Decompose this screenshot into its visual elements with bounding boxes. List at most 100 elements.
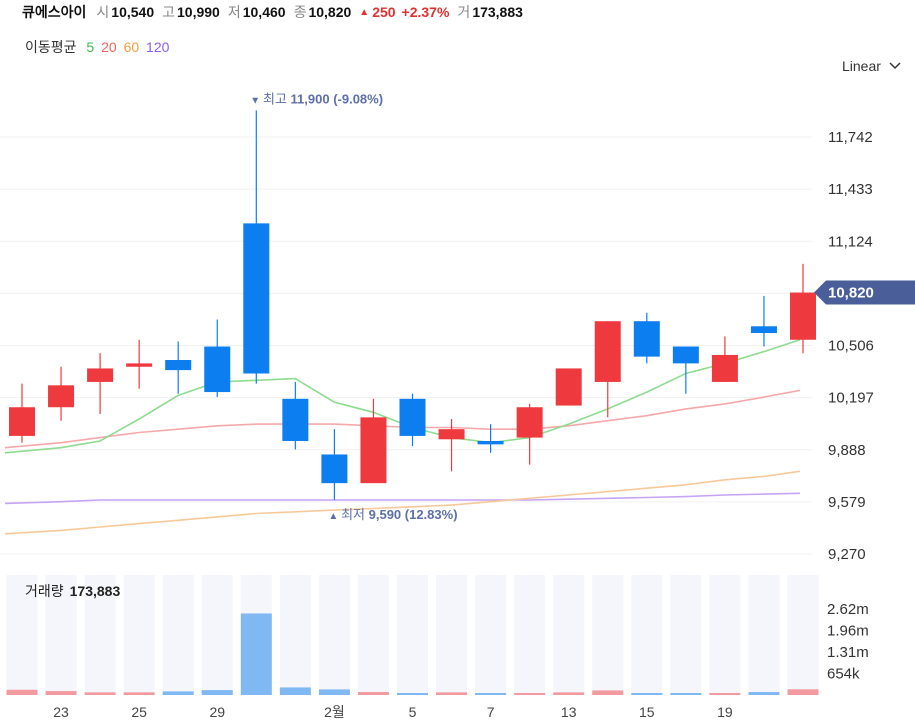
candle-body [360,417,387,484]
volume-slot [357,575,389,695]
volume-bar [162,691,194,695]
low-price-annotation: ▲ 최저 9,590 (12.83%) [328,507,457,522]
volume-slot [6,575,38,695]
open-label: 시 [96,4,110,20]
high-value: 10,990 [177,4,220,20]
volume-slot [123,575,155,695]
date-tick-label: 2월 [324,704,345,720]
change-value: 250 [372,4,396,20]
volume-slot [475,575,507,695]
volume-slot [45,575,77,695]
candle [9,383,35,443]
low-marker-icon: ▲ [328,511,341,522]
ma60-legend: 60 [123,39,140,55]
volume-slot [592,575,624,695]
volume-slot [84,575,116,695]
ma5-legend: 5 [86,39,95,55]
volume-bar [592,690,624,695]
scale-dropdown[interactable]: Linear [842,58,901,74]
candle [750,295,777,347]
low-value: 9,590 (12.83%) [369,507,458,522]
candle [672,346,699,394]
ma120-legend: 120 [146,39,170,55]
price-tick-label: 9,888 [828,442,866,459]
candles [9,110,816,501]
price-tick-label: 9,579 [828,494,866,511]
date-tick-label: 29 [209,704,225,720]
moving-average-legend[interactable]: 이동평균 5 20 60 120 [25,37,172,57]
price-tick-label: 10,506 [828,338,874,355]
candle-body [555,368,582,406]
volume-tick-label: 654k [827,665,860,682]
candle-body [321,454,348,484]
volume-bar [436,692,468,695]
candle [243,110,270,384]
date-tick-label: 13 [561,704,577,720]
candle-body [48,385,75,408]
candle-body [204,346,231,393]
candle [204,319,231,398]
volume-title: 거래량 173,883 [25,583,120,599]
stock-header: 큐에스아이 시 10,540 고 10,990 저 10,460 종 10,82… [22,0,531,24]
volume-slot [553,575,585,695]
date-tick-label: 19 [717,704,733,720]
volume-slot [397,575,428,695]
ma-legend-label: 이동평균 [25,39,77,55]
volume-label: 거 [457,4,471,20]
volume-slot [279,575,311,695]
candle [633,312,660,364]
candle [477,424,504,453]
candle-body [750,326,777,334]
volume-bar [45,691,77,695]
price-tick-label: 11,433 [828,181,873,198]
volume-value: 173,883 [472,4,523,20]
date-tick-label: 7 [487,704,495,720]
price-tick-label: 11,124 [828,233,873,250]
volume-slot [514,575,546,695]
price-tick-label: 9,270 [828,546,866,563]
date-axis: 23 25 29 2월 5 7 13 15 19 [53,704,733,720]
volume-bar [6,689,38,695]
volume-slot [318,575,350,695]
candle [438,419,465,472]
volume-bar [240,613,272,695]
volume-tick-label: 1.96m [827,623,869,640]
candle [399,393,426,447]
volume-slot [436,575,468,695]
volume-slot [787,575,819,695]
moving-average-lines [4,339,801,535]
ma60-line [4,470,801,535]
low-label: 최저 [341,507,369,522]
candle-body [282,398,309,441]
volume-slot [670,575,702,695]
high-marker-icon: ▼ [250,95,263,106]
candle [360,398,387,484]
volume-background [6,575,819,695]
volume-bar [748,692,780,695]
candle-body [711,354,738,382]
volume-axis: 2.62m 1.96m 1.31m 654k [827,601,869,683]
candle [165,341,192,394]
volume-bars [6,613,819,695]
candle [555,368,582,406]
candle-body [9,407,35,436]
last-price-label: 10,820 [828,285,874,302]
price-axis: 11,74211,43311,12410,81510,50610,1979,88… [828,129,874,563]
candle-body [243,223,270,374]
change-up-icon: ▲ [359,6,370,18]
high-label: 최고 [263,91,291,106]
high-value: 11,900 (-9.08%) [291,91,384,106]
volume-slot [748,575,780,695]
volume-bar [670,693,702,695]
price-tick-label: 10,197 [828,390,874,407]
candle [594,321,621,418]
ma120-line [4,492,801,505]
volume-bar [318,689,350,695]
candle-body [672,346,699,364]
candle-body [165,360,192,371]
volume-tick-label: 1.31m [827,644,869,661]
volume-bar [631,693,663,695]
candle [87,353,114,414]
volume-bar [123,692,155,695]
